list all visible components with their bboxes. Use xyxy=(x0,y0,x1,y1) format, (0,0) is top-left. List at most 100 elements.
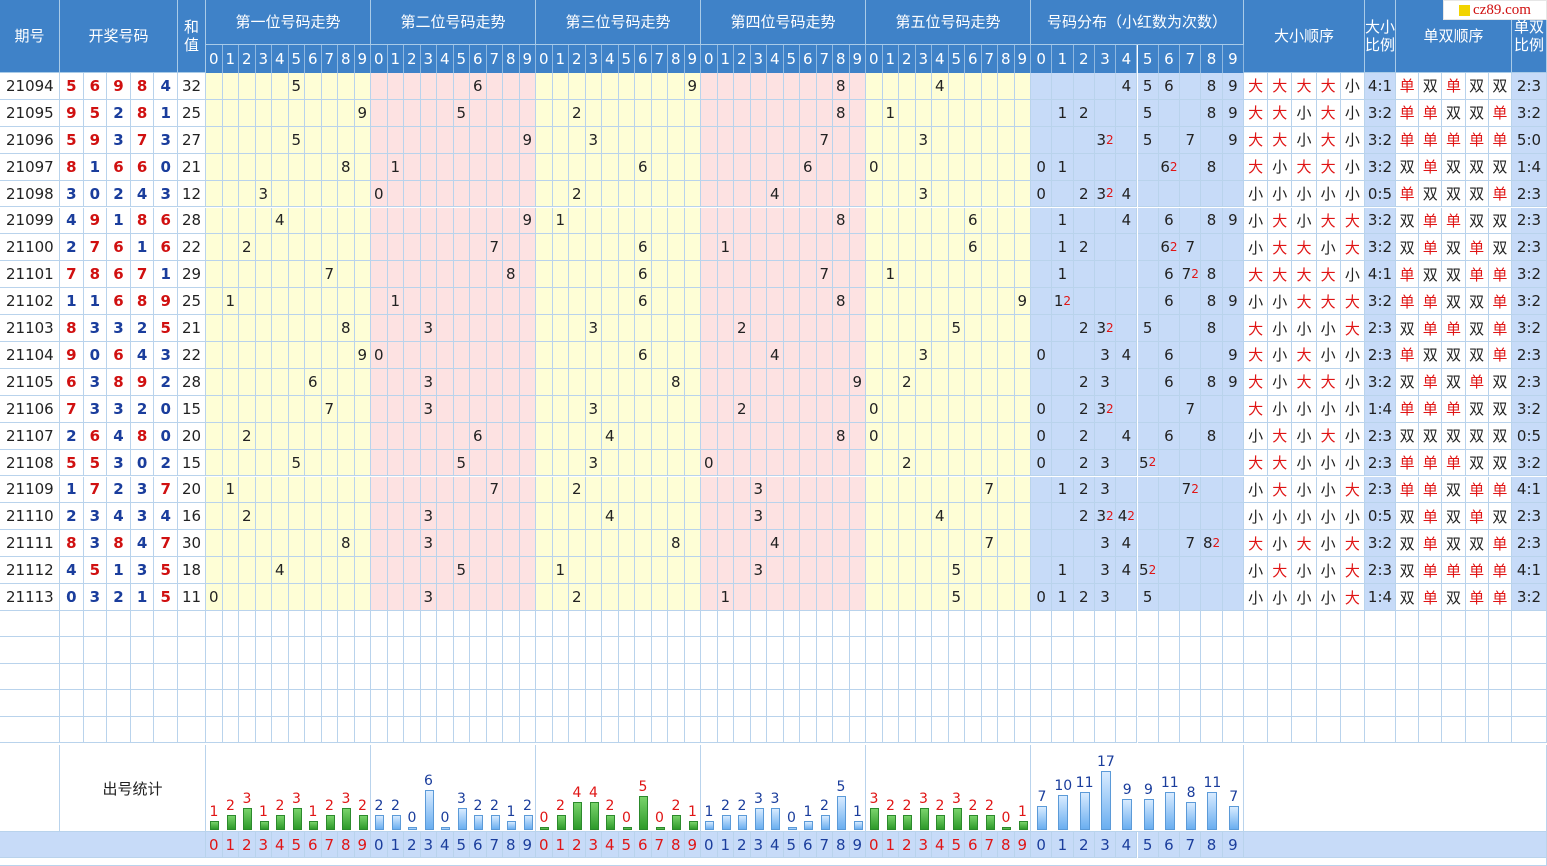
empty-cell xyxy=(1316,716,1341,743)
header-position-3-trend: 第三位号码走势 xyxy=(536,0,701,45)
draw-digit: 1 xyxy=(130,234,155,262)
empty-cell xyxy=(899,690,916,717)
odd-even-ratio: 3:2 xyxy=(1512,584,1547,611)
position-cell xyxy=(503,315,520,342)
distribution-hit: 6 xyxy=(1158,368,1181,396)
site-logo[interactable]: cz89.com xyxy=(1443,0,1547,20)
draw-digit: 2 xyxy=(60,503,84,531)
empty-cell xyxy=(1180,611,1202,638)
empty-cell xyxy=(1292,611,1317,638)
position-cell xyxy=(272,584,289,611)
odd-even-mark: 单 xyxy=(1396,476,1420,504)
empty-cell xyxy=(1442,716,1466,743)
odd-even-mark: 双 xyxy=(1396,557,1420,585)
position-cell xyxy=(206,476,223,504)
position-cell xyxy=(849,503,866,531)
big-small-mark: 小 xyxy=(1340,395,1365,423)
position-hit: 0 xyxy=(371,180,388,208)
big-small-mark: 大 xyxy=(1340,476,1365,504)
sum-value: 11 xyxy=(178,584,206,611)
empty-cell xyxy=(1201,716,1223,743)
distribution-cell xyxy=(1180,153,1202,181)
distribution-hit: 8 xyxy=(1201,315,1223,342)
big-small-mark: 大 xyxy=(1292,368,1317,396)
header-distribution-digit: 2 xyxy=(1073,45,1095,73)
position-cell xyxy=(470,180,487,208)
position-cell xyxy=(437,207,454,235)
position-cell xyxy=(338,476,355,504)
empty-cell xyxy=(899,611,916,638)
distribution-cell xyxy=(1031,557,1053,585)
position-cell xyxy=(486,422,503,450)
empty-cell xyxy=(651,716,668,743)
position-cell xyxy=(552,234,569,262)
position-cell xyxy=(420,342,437,369)
position-cell xyxy=(734,207,751,235)
header-position-4-digit: 8 xyxy=(833,45,850,73)
position-cell xyxy=(998,315,1015,342)
distribution-hit: 1 xyxy=(1052,99,1074,127)
position-cell xyxy=(519,288,536,316)
position-cell xyxy=(800,503,817,531)
position-hit: 5 xyxy=(288,449,305,477)
empty-cell xyxy=(1137,716,1159,743)
stats-bar-value: 2 xyxy=(902,797,912,814)
position-cell xyxy=(849,530,866,558)
big-small-mark: 大 xyxy=(1268,422,1293,450)
empty-cell xyxy=(717,611,734,638)
big-small-mark: 大 xyxy=(1244,342,1269,369)
position-cell xyxy=(536,422,553,450)
position-cell xyxy=(288,99,305,127)
empty-cell xyxy=(800,690,817,717)
distribution-cell xyxy=(1116,261,1138,289)
position-hit: 0 xyxy=(866,422,883,450)
empty-cell xyxy=(1201,690,1223,717)
stats-bar-value: 5 xyxy=(836,779,846,795)
header-position-4-digit: 7 xyxy=(816,45,833,73)
sum-value: 15 xyxy=(178,395,206,423)
draw-digit: 3 xyxy=(107,315,131,342)
position-cell xyxy=(437,261,454,289)
position-cell xyxy=(932,395,949,423)
position-cell xyxy=(404,584,421,611)
big-small-mark: 小 xyxy=(1268,584,1293,611)
empty-cell xyxy=(1365,690,1396,717)
distribution-cell xyxy=(1137,503,1159,531)
position-cell xyxy=(437,368,454,396)
position-cell xyxy=(701,153,718,181)
position-cell xyxy=(849,153,866,181)
distribution-cell xyxy=(1158,395,1181,423)
position-cell xyxy=(354,153,371,181)
big-small-mark: 大 xyxy=(1268,261,1293,289)
header-position-4-digit: 2 xyxy=(734,45,751,73)
empty-cell xyxy=(1201,637,1223,664)
position-cell xyxy=(734,99,751,127)
position-cell xyxy=(338,73,355,100)
position-cell xyxy=(882,584,899,611)
stats-bar-value: 3 xyxy=(754,791,763,808)
position-hit: 5 xyxy=(453,99,470,127)
draw-digit: 9 xyxy=(60,342,84,369)
position-cell xyxy=(651,261,668,289)
position-cell xyxy=(800,126,817,154)
odd-even-mark: 双 xyxy=(1442,288,1466,316)
position-cell xyxy=(800,584,817,611)
position-cell xyxy=(503,99,520,127)
empty-cell xyxy=(932,637,949,664)
position-hit: 7 xyxy=(486,234,503,262)
position-hit: 4 xyxy=(932,73,949,100)
position-hit: 8 xyxy=(833,288,850,316)
position-cell xyxy=(371,153,388,181)
footer-digit: 0 xyxy=(536,832,553,858)
empty-cell xyxy=(1158,611,1181,638)
odd-even-mark: 单 xyxy=(1442,73,1466,100)
position-cell xyxy=(948,368,965,396)
distribution-cell xyxy=(1201,126,1223,154)
distribution-hit: 3 xyxy=(1094,368,1117,396)
empty-cell xyxy=(882,637,899,664)
empty-cell xyxy=(1244,637,1269,664)
stats-bar xyxy=(292,808,302,830)
position-cell xyxy=(767,315,784,342)
big-small-mark: 大 xyxy=(1244,261,1269,289)
